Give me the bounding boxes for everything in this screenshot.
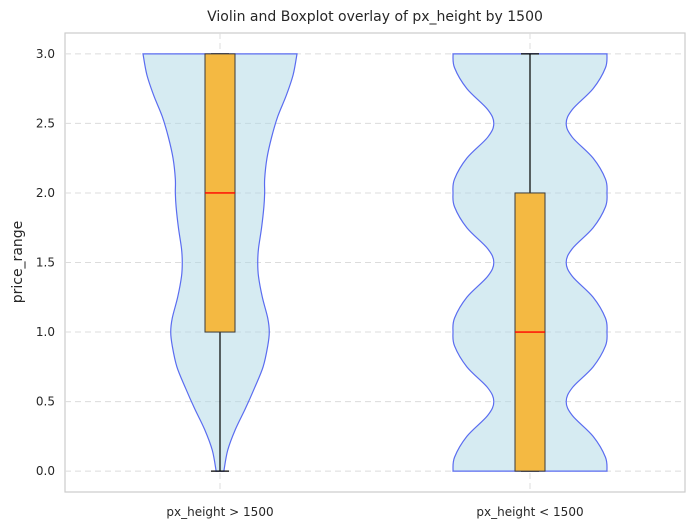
y-tick-label: 2.5 <box>36 116 55 130</box>
x-tick-label: px_height < 1500 <box>476 505 583 519</box>
y-tick-label: 2.0 <box>36 186 55 200</box>
axis-ticks: 0.0 0.5 1.0 1.5 2.0 2.5 3.0 px_height > 1500 px_… <box>36 47 584 519</box>
y-tick-label: 1.0 <box>36 325 55 339</box>
y-axis-label: price_range <box>10 221 26 304</box>
chart-title: Violin and Boxplot overlay of px_height … <box>207 9 543 25</box>
y-tick-label: 1.5 <box>36 256 55 270</box>
x-tick-label: px_height > 1500 <box>166 505 273 519</box>
y-tick-label: 3.0 <box>36 47 55 61</box>
boxplots <box>204 53 546 472</box>
y-tick-label: 0.0 <box>36 464 55 478</box>
y-tick-label: 0.5 <box>36 395 55 409</box>
